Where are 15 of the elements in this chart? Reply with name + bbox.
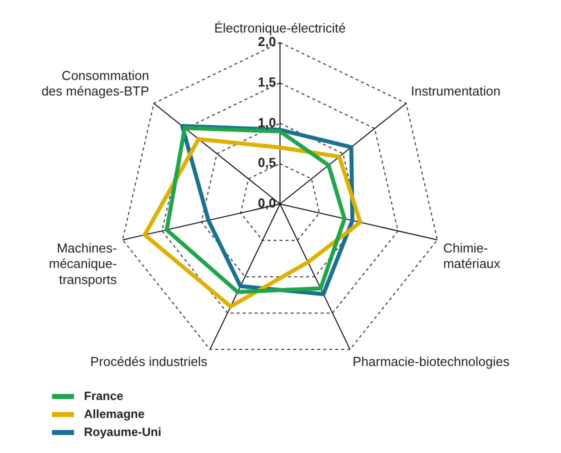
y-tick-label: 0,0 <box>258 196 276 211</box>
spoke-label: Instrumentation <box>410 83 500 98</box>
spoke-label: Machines-mécanique-transports <box>48 240 118 287</box>
legend-label: Royaume-Uni <box>84 425 162 439</box>
spoke-label: Pharmacie-biotechnologies <box>352 354 510 370</box>
y-tick-label: 2,0 <box>258 34 276 50</box>
spoke-label: Électronique-électricité <box>214 20 346 36</box>
spoke-label: Procédés industriels <box>90 354 208 370</box>
y-tick-label: 1,0 <box>258 114 276 130</box>
spoke-label: Chimie-matériaux <box>443 240 501 272</box>
y-tick-label: 1,5 <box>258 74 276 90</box>
spoke-label: Consommation des ménages-BTP <box>41 68 150 98</box>
legend-label: Allemagne <box>84 407 145 421</box>
legend-label: France <box>84 389 124 403</box>
y-tick-label: 0,5 <box>258 155 276 170</box>
